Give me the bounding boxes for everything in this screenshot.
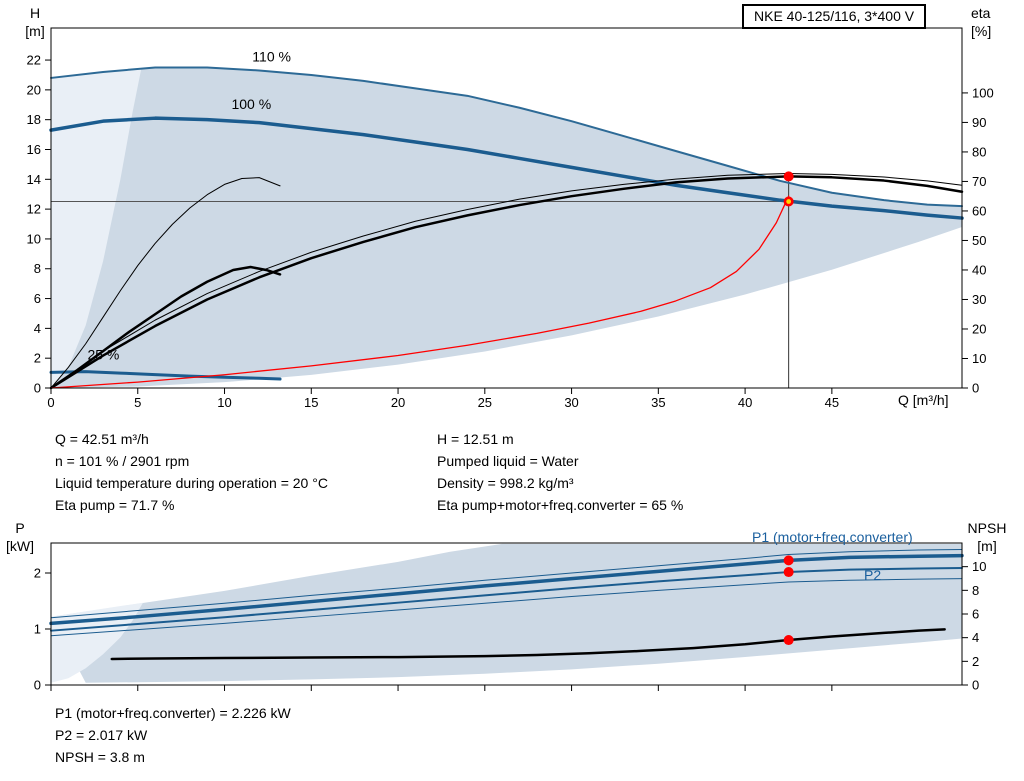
y-left-tick-label: 20	[27, 82, 41, 97]
y-right-tick-label: 10	[972, 559, 986, 574]
h-axis-title: H [m]	[20, 4, 50, 40]
result-line-p2: P2 = 2.017 kW	[55, 727, 148, 743]
x-tick-label: 15	[304, 395, 318, 410]
npsh-axis-unit: [m]	[977, 538, 997, 554]
y-left-tick-label: 1	[34, 622, 41, 637]
eta-axis-title: eta [%]	[971, 4, 991, 40]
p-axis-title: P [kW]	[2, 519, 38, 555]
y-left-tick-label: 0	[34, 381, 41, 396]
y-right-tick-label: 30	[972, 292, 986, 307]
p1-upper-tolerance	[50, 548, 963, 619]
y-right-tick-label: 50	[972, 233, 986, 248]
p-axis-quantity: P	[15, 520, 25, 536]
y-right-tick-label: 10	[972, 351, 986, 366]
eta-pump-thick	[49, 175, 964, 390]
eta-axis-quantity: eta	[971, 5, 991, 21]
duty-point	[783, 567, 794, 578]
info-line-q: Q = 42.51 m³/h	[55, 431, 149, 447]
info-line-density: Density = 998.2 kg/m³	[437, 475, 574, 491]
pump-model-title: NKE 40-125/116, 3*400 V	[742, 4, 927, 29]
y-left-tick-label: 4	[34, 321, 41, 336]
speed-label: 110 %	[252, 49, 291, 65]
x-tick-label: 25	[478, 395, 492, 410]
y-right-tick-label: 0	[972, 678, 979, 693]
curve-100pct	[49, 116, 964, 220]
y-right-tick-label: 40	[972, 262, 986, 277]
result-line-p1: P1 (motor+freq.converter) = 2.226 kW	[55, 705, 291, 721]
x-tick-label: 30	[564, 395, 578, 410]
x-tick-label: 10	[217, 395, 231, 410]
eta-25pct-thin	[50, 177, 281, 389]
y-left-tick-label: 8	[34, 261, 41, 276]
y-left-tick-label: 18	[27, 112, 41, 127]
y-left-tick-label: 16	[27, 142, 41, 157]
duty-info-right: H = 12.51 m Pumped liquid = Water Densit…	[437, 430, 683, 518]
y-right-tick-label: 100	[972, 85, 994, 100]
npsh-curve	[110, 628, 946, 661]
y-left-tick-label: 12	[27, 202, 41, 217]
y-left-tick-label: 2	[34, 566, 41, 581]
y-right-tick-label: 2	[972, 654, 979, 669]
npsh-axis-quantity: NPSH	[967, 520, 1007, 536]
operating-envelope	[51, 67, 962, 388]
x-tick-label: 40	[738, 395, 752, 410]
eta-pump-thin	[50, 172, 963, 389]
duty-info-left: Q = 42.51 m³/h n = 101 % / 2901 rpm Liqu…	[55, 430, 328, 518]
y-right-tick-label: 90	[972, 115, 986, 130]
duty-point	[783, 635, 794, 646]
p-axis-unit: [kW]	[6, 538, 34, 554]
y-right-tick-label: 70	[972, 174, 986, 189]
plot-frame	[50, 27, 963, 389]
y-right-tick-label: 20	[972, 321, 986, 336]
duty-point	[783, 555, 794, 566]
y-left-tick-label: 6	[34, 291, 41, 306]
info-line-temperature: Liquid temperature during operation = 20…	[55, 475, 328, 491]
info-line-speed: n = 101 % / 2901 rpm	[55, 453, 190, 469]
info-line-eta-total: Eta pump+motor+freq.converter = 65 %	[437, 497, 684, 513]
y-right-tick-label: 0	[972, 381, 979, 396]
y-right-tick-label: 60	[972, 203, 986, 218]
q-axis-title: Q [m³/h]	[898, 392, 949, 408]
x-tick-label: 35	[651, 395, 665, 410]
y-right-tick-label: 80	[972, 144, 986, 159]
y-right-tick-label: 8	[972, 583, 979, 598]
eta-axis-unit: [%]	[971, 23, 992, 39]
y-left-tick-label: 0	[34, 678, 41, 693]
x-tick-label: 0	[47, 395, 54, 410]
x-tick-label: 20	[391, 395, 405, 410]
p2-curve	[50, 566, 963, 632]
y-left-tick-label: 2	[34, 351, 41, 366]
x-tick-label: 5	[134, 395, 141, 410]
result-info: P1 (motor+freq.converter) = 2.226 kW P2 …	[55, 704, 291, 770]
low-speed-pale-region	[51, 68, 142, 389]
y-left-tick-label: 14	[27, 172, 41, 187]
speed-label: 100 %	[231, 96, 271, 112]
info-line-eta-pump: Eta pump = 71.7 %	[55, 497, 175, 513]
x-tick-label: 45	[825, 395, 839, 410]
npsh-axis-title: NPSH [m]	[962, 519, 1012, 555]
result-line-npsh: NPSH = 3.8 m	[55, 749, 145, 765]
y-left-tick-label: 10	[27, 231, 41, 246]
info-line-h: H = 12.51 m	[437, 431, 514, 447]
duty-point-head-center	[786, 199, 792, 204]
speed-label: 25 %	[87, 347, 119, 363]
y-left-tick-label: 22	[27, 53, 41, 68]
eta-total-red-curve	[50, 195, 790, 389]
y-right-tick-label: 6	[972, 607, 979, 622]
y-right-tick-label: 4	[972, 630, 979, 645]
p2-lower-tolerance	[50, 578, 963, 637]
curve-110pct	[50, 66, 963, 208]
h-axis-quantity: H	[29, 5, 41, 21]
eta-25pct-thick	[49, 265, 282, 390]
p1-curve-label: P1 (motor+freq.converter)	[752, 529, 913, 545]
power-envelope	[51, 543, 962, 683]
info-line-liquid: Pumped liquid = Water	[437, 453, 579, 469]
h-axis-unit: [m]	[25, 23, 45, 39]
curve-25pct	[49, 370, 282, 381]
p2-curve-label: P2	[864, 567, 882, 583]
p1-curve	[49, 553, 964, 626]
duty-point-eta	[783, 171, 794, 182]
